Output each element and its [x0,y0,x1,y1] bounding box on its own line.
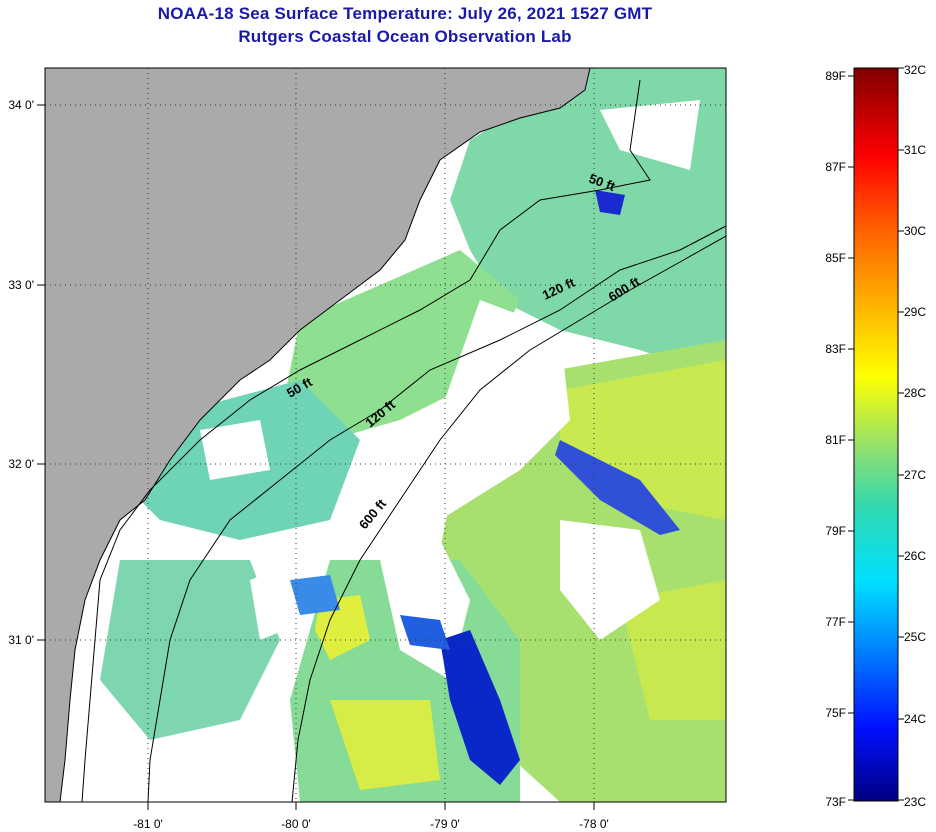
lat-labels: 34 0' 33 0' 32 0' 31 0' [8,98,34,647]
colorbar-label-75f: 75F [825,706,846,720]
colorbar-label-89f: 89F [825,69,846,83]
lon-label-80: -80 0' [281,817,311,831]
colorbar-label-29c: 29C [904,305,926,319]
colorbar: 89F 87F 85F 83F 81F 79F 77F 75F 73F 32C … [825,63,926,809]
colorbar-label-73f: 73F [825,795,846,809]
map-area [45,68,726,802]
colorbar-label-24c: 24C [904,712,926,726]
colorbar-label-30c: 30C [904,224,926,238]
colorbar-label-32c: 32C [904,63,926,77]
colorbar-fahrenheit-labels: 89F 87F 85F 83F 81F 79F 77F 75F 73F [825,69,846,809]
lon-label-78: -78 0' [579,817,609,831]
colorbar-bar [854,68,898,801]
lat-label-33: 33 0' [8,278,34,292]
colorbar-label-31c: 31C [904,143,926,157]
colorbar-celsius-labels: 32C 31C 30C 29C 28C 27C 26C 25C 24C 23C [904,63,926,809]
lon-label-79: -79 0' [430,817,460,831]
lat-label-34: 34 0' [8,98,34,112]
cloud-gap-5 [200,420,270,480]
colorbar-label-23c: 23C [904,795,926,809]
lon-label-81: -81 0' [133,817,163,831]
lat-label-32: 32 0' [8,457,34,471]
colorbar-label-28c: 28C [904,386,926,400]
colorbar-label-77f: 77F [825,615,846,629]
colorbar-label-85f: 85F [825,251,846,265]
colorbar-label-25c: 25C [904,630,926,644]
colorbar-label-27c: 27C [904,468,926,482]
lon-labels: -81 0' -80 0' -79 0' -78 0' [133,817,609,831]
colorbar-label-26c: 26C [904,549,926,563]
colorbar-label-87f: 87F [825,160,846,174]
colorbar-label-83f: 83F [825,342,846,356]
colorbar-label-81f: 81F [825,433,846,447]
colorbar-label-79f: 79F [825,524,846,538]
lat-label-31: 31 0' [8,633,34,647]
